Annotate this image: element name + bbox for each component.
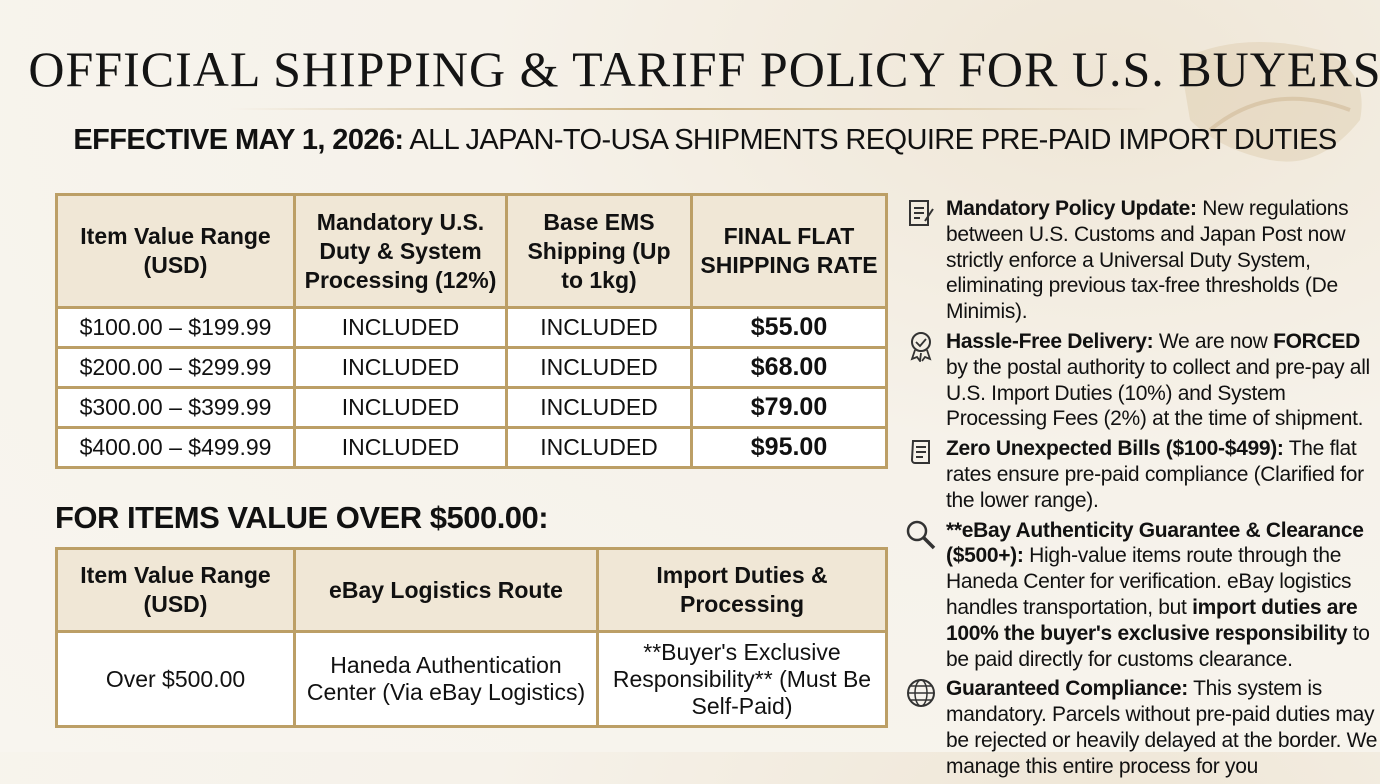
item-text: High-value items route through the Haned… — [946, 544, 1352, 619]
policy-item: **eBay Authenticity Guarantee & Clearanc… — [905, 518, 1380, 673]
table-row: $100.00 – $199.99 INCLUDED INCLUDED $55.00 — [55, 306, 888, 349]
divider — [230, 108, 1150, 110]
column-header: Item Value Range (USD) — [55, 193, 296, 309]
section-heading: FOR ITEMS VALUE OVER $500.00: — [55, 500, 549, 535]
map-decoration — [1180, 42, 1362, 162]
subtitle-lead: EFFECTIVE MAY 1, 2026: — [73, 124, 404, 156]
header-row: Item Value Range (USD) eBay Logistics Rou… — [55, 547, 888, 633]
policy-list: Mandatory Policy Update: New regulations… — [905, 196, 1380, 784]
table-cell: INCLUDED — [505, 346, 693, 389]
table-cell: INCLUDED — [293, 386, 508, 429]
table-row: $300.00 – $399.99 INCLUDED INCLUDED $79.00 — [55, 386, 888, 429]
table-cell: $55.00 — [690, 306, 888, 349]
icon — [906, 520, 936, 549]
table-row: Over $500.00 Haneda Authentication Center… — [55, 630, 888, 728]
item-text: New regulations between U.S. Customs and… — [946, 197, 1349, 324]
policy-item: Zero Unexpected Bills ($100-$499): The f… — [905, 436, 1380, 513]
subtitle-text: ALL JAPAN-TO-USA SHIPMENTS REQUIRE PRE-P… — [409, 124, 1337, 156]
column-header: Base EMS Shipping (Up to 1kg) — [505, 193, 693, 309]
item-text: by the postal authority to collect and p… — [946, 355, 1370, 431]
rate-table: Item Value Range (USD) Mandatory U.S. Dut… — [55, 193, 888, 469]
item-lead: Zero Unexpected Bills ($100-$499): — [946, 437, 1284, 461]
icon — [910, 331, 932, 362]
column-header: Import Duties & Processing — [596, 547, 888, 633]
table-cell: $68.00 — [690, 346, 888, 389]
table-cell: $79.00 — [690, 386, 888, 429]
table-cell: INCLUDED — [293, 306, 508, 349]
policy-item: Hassle-Free Delivery: We are now FORCED … — [905, 329, 1380, 432]
item-emphasis: import duties are 100% the buyer's exclu… — [946, 595, 1358, 645]
item-emphasis: FORCED — [1273, 329, 1360, 353]
item-text: We are now — [1158, 329, 1268, 353]
item-lead: Hassle-Free Delivery: — [946, 329, 1154, 353]
table-cell: INCLUDED — [293, 346, 508, 389]
table-cell: $95.00 — [690, 426, 888, 469]
icon — [910, 440, 930, 465]
policy-item: Guaranteed Compliance: This system is ma… — [905, 676, 1380, 779]
table-cell: INCLUDED — [505, 306, 693, 349]
subtitle: EFFECTIVE MAY 1, 2026: ALL JAPAN-TO-USA … — [0, 124, 1380, 157]
item-lead: Guaranteed Compliance: — [946, 677, 1188, 701]
icon — [907, 679, 935, 708]
table-cell: $100.00 – $199.99 — [55, 306, 296, 349]
table-cell: $300.00 – $399.99 — [55, 386, 296, 429]
table-cell: INCLUDED — [505, 426, 693, 469]
table-cell: **Buyer's Exclusive Responsibility** (Mu… — [596, 630, 888, 728]
item-lead: **eBay Authenticity Guarantee & Clearanc… — [946, 518, 1364, 568]
table-cell: Haneda Authentication Center (Via eBay L… — [293, 630, 599, 728]
column-header: Mandatory U.S. Duty & System Processing … — [293, 193, 508, 309]
table-row: $200.00 – $299.99 INCLUDED INCLUDED $68.00 — [55, 346, 888, 389]
item-text: to be paid directly for customs clearanc… — [946, 621, 1370, 671]
table-cell: $400.00 – $499.99 — [55, 426, 296, 469]
column-header: FINAL FLAT SHIPPING RATE — [690, 193, 888, 309]
policy-item: Mandatory Policy Update: New regulations… — [905, 196, 1380, 325]
high-value-table: Item Value Range (USD) eBay Logistics Rou… — [55, 547, 888, 728]
table-cell: INCLUDED — [505, 386, 693, 429]
table-cell: $200.00 – $299.99 — [55, 346, 296, 389]
title: OFFICIAL SHIPPING & TARIFF POLICY FOR U.… — [28, 41, 1380, 97]
table-cell: Over $500.00 — [55, 630, 296, 728]
table-row: $400.00 – $499.99 INCLUDED INCLUDED $95.00 — [55, 426, 888, 469]
table-cell: INCLUDED — [293, 426, 508, 469]
item-text: The flat rates ensure pre-paid complianc… — [946, 437, 1364, 512]
header-row: Item Value Range (USD) Mandatory U.S. Dut… — [55, 193, 888, 309]
item-lead: Mandatory Policy Update: — [946, 197, 1197, 220]
column-header: eBay Logistics Route — [293, 547, 599, 633]
icon — [909, 200, 934, 226]
column-header: Item Value Range (USD) — [55, 547, 296, 633]
